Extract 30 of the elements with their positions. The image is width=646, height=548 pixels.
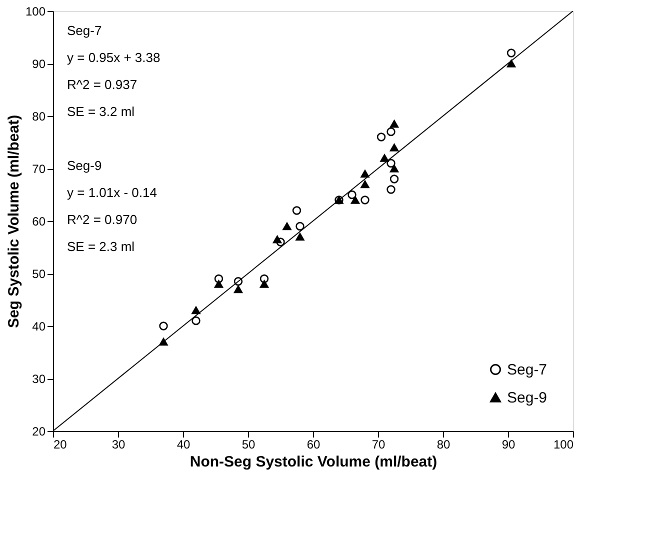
y-tick-label: 100 (25, 4, 46, 18)
y-tick-label: 60 (32, 214, 46, 228)
annotation: R^2 = 0.937 (67, 77, 138, 92)
annotation: y = 0.95x + 3.38 (67, 50, 160, 65)
x-tick-label: 80 (436, 438, 450, 452)
annotation: Seg-7 (67, 23, 102, 38)
annotation: SE = 2.3 ml (67, 239, 135, 254)
y-tick-label: 50 (32, 267, 46, 281)
annotation: Seg-9 (67, 158, 102, 173)
x-tick-label: 100 (553, 438, 574, 452)
legend-label: Seg-9 (507, 390, 548, 406)
x-tick-label: 20 (54, 438, 68, 452)
annotation: R^2 = 0.970 (67, 212, 138, 227)
y-tick-label: 90 (32, 57, 46, 71)
x-tick-label: 60 (306, 438, 320, 452)
y-tick-label: 40 (32, 320, 46, 334)
annotation: SE = 3.2 ml (67, 104, 135, 119)
y-tick-label: 70 (32, 162, 46, 176)
annotation: y = 1.01x - 0.14 (67, 185, 157, 200)
legend-label: Seg-7 (507, 362, 548, 378)
y-tick-label: 30 (32, 372, 46, 386)
x-tick-label: 90 (502, 438, 516, 452)
x-axis-title: Non-Seg Systolic Volume (ml/beat) (190, 454, 438, 470)
x-tick-label: 30 (112, 438, 126, 452)
x-tick-label: 70 (372, 438, 386, 452)
x-tick-label: 40 (176, 438, 190, 452)
y-tick-label: 20 (32, 424, 46, 438)
x-tick-label: 50 (242, 438, 256, 452)
y-axis-title: Seg Systolic Volume (ml/beat) (5, 114, 22, 328)
y-tick-label: 80 (32, 110, 46, 124)
